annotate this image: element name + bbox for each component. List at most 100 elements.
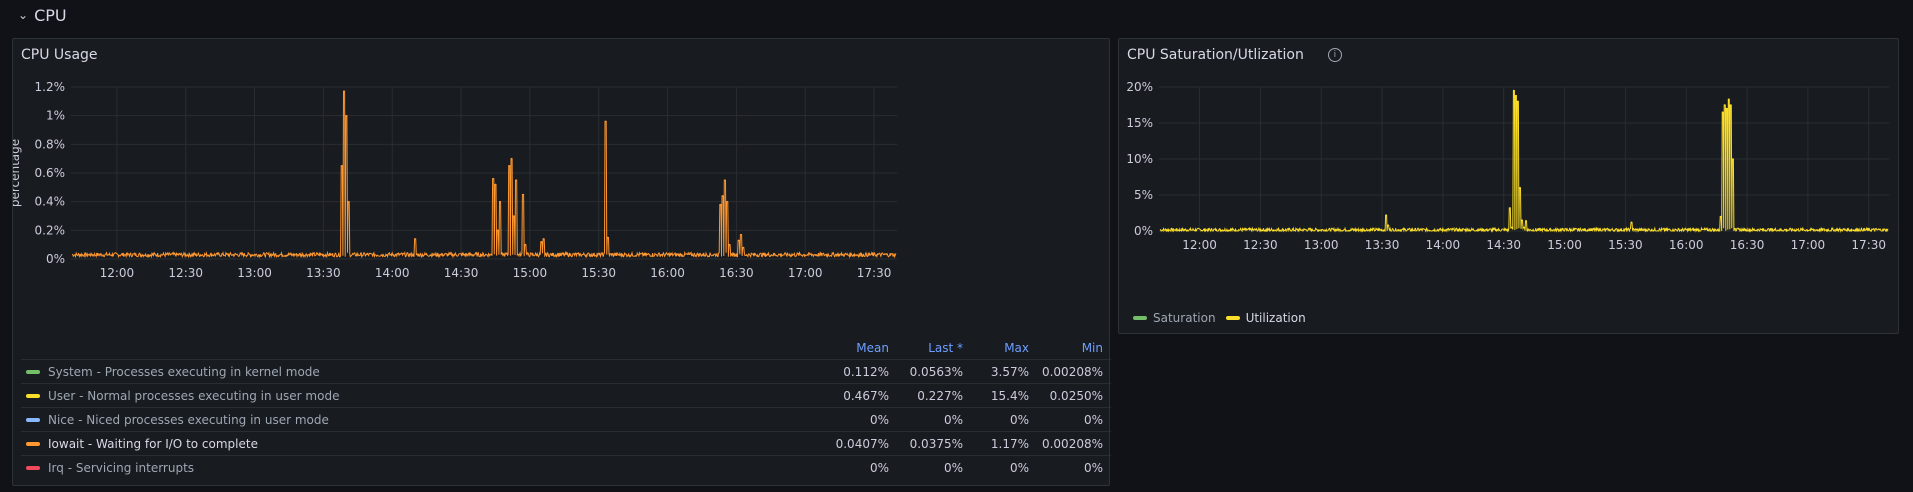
x-tick-label: 12:30 — [168, 266, 203, 280]
data-point — [724, 179, 726, 181]
legend-row-nice[interactable]: Nice - Niced processes executing in user… — [21, 407, 1111, 431]
series-swatch — [26, 393, 40, 398]
y-tick-label: 10% — [1126, 152, 1153, 166]
cpu-usage-chart[interactable]: 1.2% 1% 0.8% 0.6% 0.4% 0.2% 0% 12:00 12:30 13:00 1… — [13, 79, 1109, 379]
x-tick-label: 14:00 — [1426, 238, 1461, 252]
legend-min: 0% — [1083, 460, 1103, 475]
x-tick-label: 16:30 — [1730, 238, 1765, 252]
row-title: CPU — [34, 5, 67, 25]
x-tick-label: 12:30 — [1243, 238, 1278, 252]
info-icon[interactable]: i — [1327, 48, 1342, 62]
data-point — [347, 200, 350, 203]
legend-min: 0.0250% — [1049, 388, 1103, 403]
y-tick-label: 0.6% — [35, 166, 66, 180]
data-point — [1523, 226, 1525, 229]
x-tick-label: 14:00 — [375, 266, 410, 280]
cpu-saturation-panel: CPU Saturation/Utlization i 20% 15% 10% 5% 0… — [1118, 38, 1899, 334]
x-tick-label: 17:30 — [1851, 238, 1886, 252]
legend-row-iowait[interactable]: Iowait - Waiting for I/O to complete 0.0… — [21, 431, 1111, 455]
chevron-down-icon[interactable]: ⌄ — [18, 8, 29, 22]
legend-max: 0% — [1009, 460, 1029, 475]
data-point — [607, 236, 609, 239]
data-point — [721, 195, 724, 197]
row-header-cpu[interactable]: ⌄ CPU — [18, 2, 67, 28]
legend-max: 1.17% — [990, 436, 1029, 451]
series-swatch — [26, 369, 40, 374]
x-tick-label: 15:00 — [1547, 238, 1582, 252]
data-point — [1723, 104, 1726, 106]
data-point — [492, 177, 494, 180]
data-point — [1513, 89, 1515, 92]
series-swatch — [26, 465, 40, 470]
x-tick-label: 13:00 — [1304, 238, 1339, 252]
x-tick-label: 13:30 — [306, 266, 341, 280]
y-tick-label: 20% — [1126, 80, 1153, 94]
data-point — [510, 157, 513, 160]
data-point — [414, 238, 416, 240]
series-swatch — [1133, 316, 1147, 320]
legend-row-user[interactable]: User - Normal processes executing in use… — [21, 383, 1111, 407]
x-tick-label: 15:30 — [1608, 238, 1643, 252]
data-point — [1525, 220, 1527, 222]
data-point — [1521, 219, 1523, 221]
data-point — [513, 215, 515, 217]
data-point — [340, 165, 343, 167]
x-tick-label: 14:30 — [1486, 238, 1521, 252]
x-tick-label: 12:00 — [1182, 238, 1217, 252]
data-point — [499, 200, 501, 203]
data-point — [1728, 98, 1730, 101]
legend-item-utilization[interactable]: Utilization — [1225, 311, 1306, 325]
data-point — [508, 165, 511, 167]
legend-col-max[interactable]: Max — [1004, 341, 1029, 355]
cpu-saturation-chart[interactable]: 20% 15% 10% 5% 0% 12:00 12:30 13:00 13:30 14:00 14… — [1119, 79, 1898, 309]
legend-last: 0.227% — [917, 388, 963, 403]
data-point — [1730, 104, 1732, 106]
y-tick-label: 15% — [1126, 116, 1153, 130]
data-point — [524, 243, 527, 246]
x-tick-label: 16:00 — [650, 266, 685, 280]
data-point — [726, 200, 729, 203]
series-swatch — [1225, 316, 1240, 320]
legend-col-last[interactable]: Last * — [928, 341, 963, 355]
data-point — [1721, 111, 1724, 113]
data-point — [728, 243, 731, 246]
legend-mean: 0% — [869, 460, 889, 475]
legend-series-name: System - Processes executing in kernel m… — [48, 364, 320, 379]
y-tick-label: 1% — [46, 109, 65, 123]
data-point — [542, 238, 545, 240]
legend-max: 0% — [1009, 412, 1029, 427]
data-point — [742, 246, 745, 249]
legend-mean: 0.0407% — [835, 436, 889, 451]
data-point — [1630, 221, 1633, 224]
panel-title[interactable]: CPU Saturation/Utlization i — [1127, 47, 1342, 63]
y-tick-label: 0.4% — [35, 195, 66, 209]
legend-mean: 0.112% — [843, 364, 889, 379]
series-swatch — [26, 441, 40, 446]
legend-item-saturation[interactable]: Saturation — [1133, 311, 1216, 325]
data-point — [1387, 224, 1389, 227]
y-tick-label: 0% — [46, 252, 65, 266]
legend-last: 0% — [943, 412, 963, 427]
data-point — [1511, 226, 1513, 229]
data-point — [719, 203, 722, 206]
legend-series-name: Iowait - Waiting for I/O to complete — [48, 436, 258, 451]
legend-header: Mean Last * Max Min — [21, 337, 1111, 359]
x-tick-label: 14:30 — [444, 266, 479, 280]
legend-col-min[interactable]: Min — [1081, 341, 1103, 355]
series-line — [1159, 90, 1889, 233]
panel-title[interactable]: CPU Usage — [21, 47, 98, 63]
data-point — [1519, 187, 1521, 189]
panel-title-text: CPU Usage — [21, 47, 98, 63]
legend-row-system[interactable]: System - Processes executing in kernel m… — [21, 359, 1111, 383]
legend-min: 0.00208% — [1041, 436, 1103, 451]
data-point — [494, 183, 497, 186]
legend-row-irq[interactable]: Irq - Servicing interrupts 0% 0% 0% 0% — [21, 455, 1111, 479]
legend-col-mean[interactable]: Mean — [856, 341, 889, 355]
data-point — [540, 241, 543, 243]
data-point — [604, 120, 607, 123]
legend-mean: 0% — [869, 412, 889, 427]
data-point — [345, 114, 348, 117]
legend-min: 0% — [1083, 412, 1103, 427]
legend-last: 0% — [943, 460, 963, 475]
x-tick-label: 15:30 — [581, 266, 616, 280]
